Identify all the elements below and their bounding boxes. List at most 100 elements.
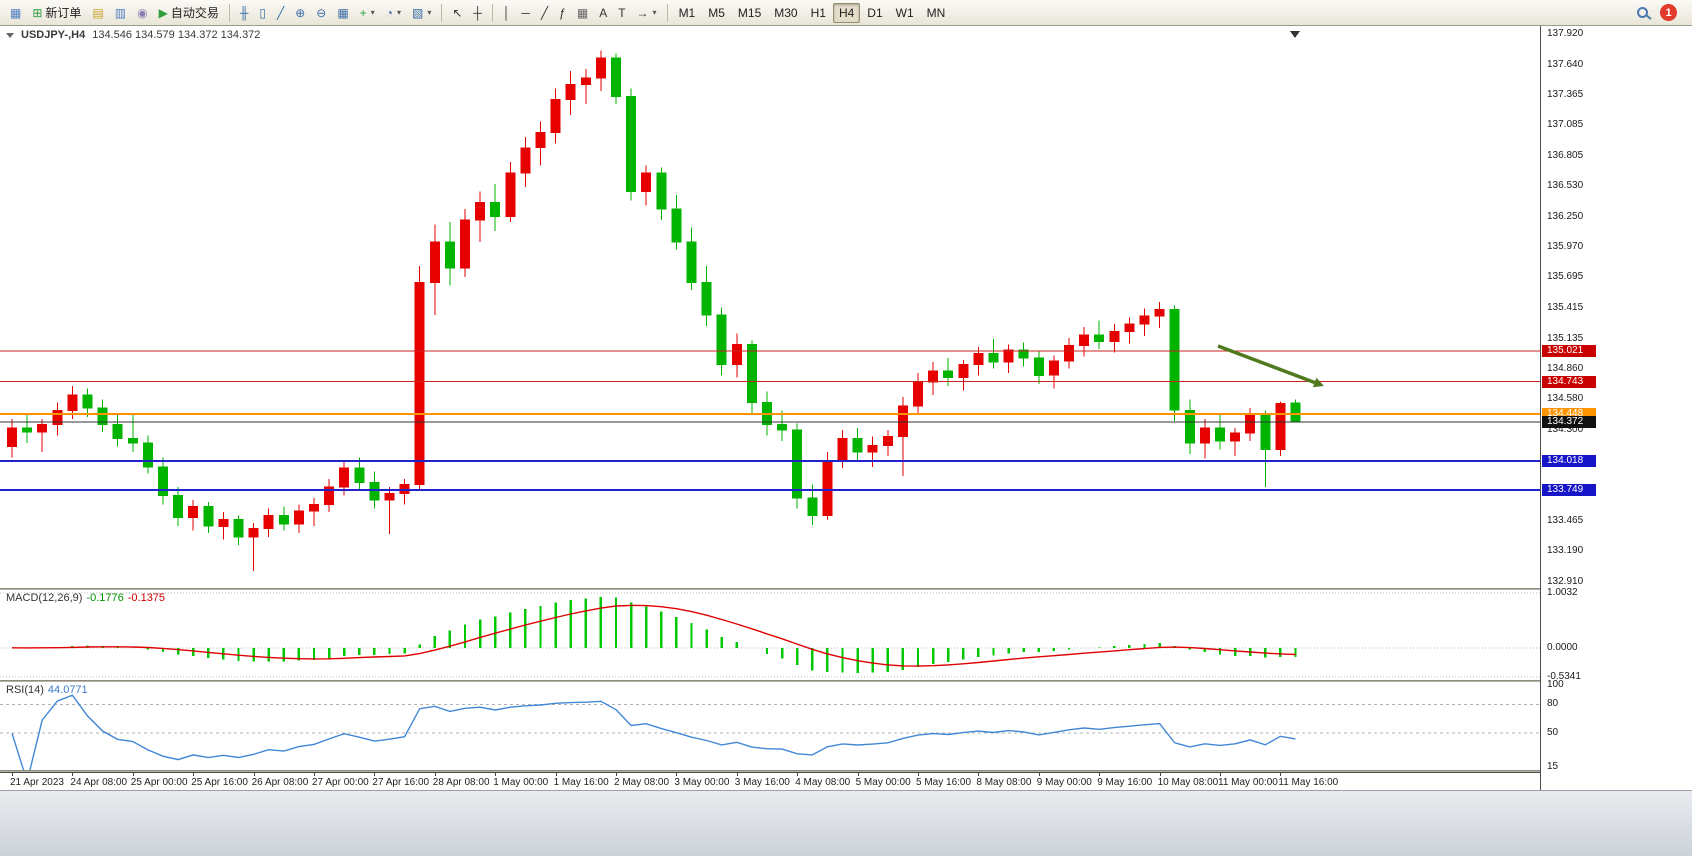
time-label: 5 May 00:00	[855, 777, 911, 788]
candlestick-chart-button[interactable]: ▯	[254, 4, 271, 22]
chart-window: USDJPY-,H4 134.546 134.579 134.372 134.3…	[0, 26, 1692, 790]
rsi-axis-label: 80	[1547, 698, 1559, 710]
zoom-out-icon: ⊖	[316, 5, 327, 20]
fibonacci-button[interactable]: ƒ	[554, 4, 571, 22]
new-order-label: 新订单	[45, 6, 82, 20]
navigator-button[interactable]: ◉	[132, 4, 152, 22]
bar-chart-button[interactable]: ╫	[235, 4, 254, 22]
price-tick-label: 137.365	[1547, 88, 1584, 100]
time-tick	[314, 773, 315, 776]
tf-m5-button[interactable]: M5	[702, 3, 731, 23]
data-window-button[interactable]: ▥	[110, 4, 131, 22]
price-tick-label: 134.580	[1547, 393, 1584, 405]
panel-separator[interactable]	[0, 680, 1540, 682]
grid-icon: ▦	[576, 5, 589, 20]
text-button[interactable]: A	[594, 4, 612, 22]
tf-d1-button[interactable]: D1	[861, 3, 888, 23]
time-tick	[193, 773, 195, 776]
arrows-tool-caret-icon: ▾	[652, 8, 657, 17]
arrows-tool-button[interactable]: → ▾	[632, 4, 662, 22]
zoom-in-button[interactable]: ⊕	[290, 4, 310, 22]
tf-m30-button[interactable]: M30	[768, 3, 803, 23]
line-chart-button[interactable]: ╱	[272, 4, 289, 22]
tf-h1-label: H1	[810, 5, 826, 20]
time-tick	[434, 773, 436, 776]
time-tick	[132, 773, 134, 776]
tf-h4-button[interactable]: H4	[832, 2, 861, 23]
cursor-button[interactable]: ↖	[447, 4, 467, 22]
market-watch-button[interactable]: ▤	[87, 4, 108, 22]
crosshair-button[interactable]: ┼	[468, 4, 487, 22]
tf-d1-label: D1	[867, 5, 883, 20]
time-label: 9 May 16:00	[1097, 777, 1153, 788]
time-tick	[495, 773, 497, 776]
macd-axis-label: 1.0032	[1547, 587, 1578, 598]
templates-button[interactable]: ▧ ▾	[407, 4, 436, 22]
rsi-chart[interactable]	[0, 682, 1540, 770]
new-order-button[interactable]: ⊞ 新订单	[27, 1, 86, 24]
time-axis[interactable]: 21 Apr 2023 24 Apr 08:00 25 Apr 00:00 25 Ap…	[0, 772, 1540, 790]
tf-mn-label: MN	[926, 5, 946, 20]
toolbar-group-timeframes: M1 M5 M15 M30 H1 H4 D1 W1 MN	[673, 2, 952, 23]
tf-m15-label: M15	[737, 5, 762, 20]
candlestick-chart[interactable]	[0, 26, 1540, 588]
time-label: 8 May 08:00	[976, 777, 1032, 788]
tf-w1-button[interactable]: W1	[890, 3, 920, 23]
rsi-axis-label: 50	[1547, 727, 1559, 739]
price-line-tag: 133.749	[1542, 484, 1596, 497]
text-label-button[interactable]: T	[613, 4, 630, 22]
grid-button[interactable]: ▦	[572, 4, 593, 22]
auto-trading-label: 自动交易	[170, 6, 219, 20]
search-icon[interactable]	[1637, 7, 1648, 18]
time-tick	[1280, 773, 1282, 776]
rsi-axis-label: 15	[1547, 761, 1559, 772]
time-tick	[1159, 773, 1161, 776]
new-chart-button[interactable]: ▦	[5, 4, 26, 22]
toolbar-separator	[491, 3, 493, 22]
charts-column: USDJPY-,H4 134.546 134.579 134.372 134.3…	[0, 26, 1540, 790]
trendline-button[interactable]: ╱	[536, 4, 553, 22]
time-tick	[978, 773, 980, 776]
time-label: 4 May 08:00	[795, 777, 851, 788]
price-tick-label: 132.910	[1547, 576, 1584, 587]
tf-h1-button[interactable]: H1	[805, 3, 832, 23]
rsi-axis-label: 100	[1547, 679, 1564, 690]
tf-mn-button[interactable]: MN	[921, 3, 952, 23]
auto-trading-button[interactable]: ▶ 自动交易	[154, 1, 224, 24]
macd-chart[interactable]	[0, 590, 1540, 680]
toolbar-group-chart-tools: ╫ ▯ ╱ ⊕ ⊖ ▦ + ▾ ◔ ▾ ▧ ▾	[235, 4, 436, 22]
toolbar-group-trading: ▦ ⊞ 新订单 ▤ ▥ ◉ ▶ 自动交易	[5, 1, 224, 24]
tf-m15-button[interactable]: M15	[732, 3, 767, 23]
panel-separator[interactable]	[0, 588, 1540, 590]
cursor-icon: ↖	[452, 5, 463, 20]
time-tick	[736, 773, 738, 776]
tf-m1-button[interactable]: M1	[673, 3, 702, 23]
panel-separator[interactable]	[0, 770, 1540, 772]
periods-caret-icon: ▾	[396, 8, 401, 17]
toolbar-group-cursor-tools: ↖ ┼	[447, 4, 487, 22]
time-label: 21 Apr 2023	[10, 777, 64, 788]
time-tick	[676, 773, 678, 776]
price-tick-label: 137.920	[1547, 28, 1584, 39]
arrows-tool-icon: →	[636, 5, 649, 20]
tf-w1-label: W1	[895, 5, 914, 20]
periods-button[interactable]: ◔ ▾	[381, 4, 406, 22]
bar-chart-icon: ╫	[239, 5, 249, 20]
tile-windows-button[interactable]: ▦	[332, 4, 353, 22]
time-tick	[857, 773, 859, 776]
zoom-out-button[interactable]: ⊖	[311, 4, 331, 22]
price-line-tag: 134.372	[1542, 416, 1596, 429]
templates-icon: ▧	[411, 5, 424, 20]
horizontal-line-button[interactable]: ─	[516, 4, 535, 22]
notification-badge[interactable]: 1	[1660, 4, 1677, 21]
indicators-button[interactable]: + ▾	[355, 4, 380, 22]
time-label: 28 Apr 08:00	[432, 777, 490, 788]
price-axis[interactable]: 137.920 137.640 137.365 137.085 136.805 136.5…	[1540, 26, 1692, 790]
price-tick-label: 134.860	[1547, 362, 1584, 374]
candlestick-chart-icon: ▯	[259, 5, 266, 20]
price-tick-label: 133.190	[1547, 545, 1584, 557]
text-label-icon: T	[618, 5, 626, 20]
time-tick	[1099, 773, 1101, 776]
vertical-line-button[interactable]: │	[498, 4, 516, 22]
